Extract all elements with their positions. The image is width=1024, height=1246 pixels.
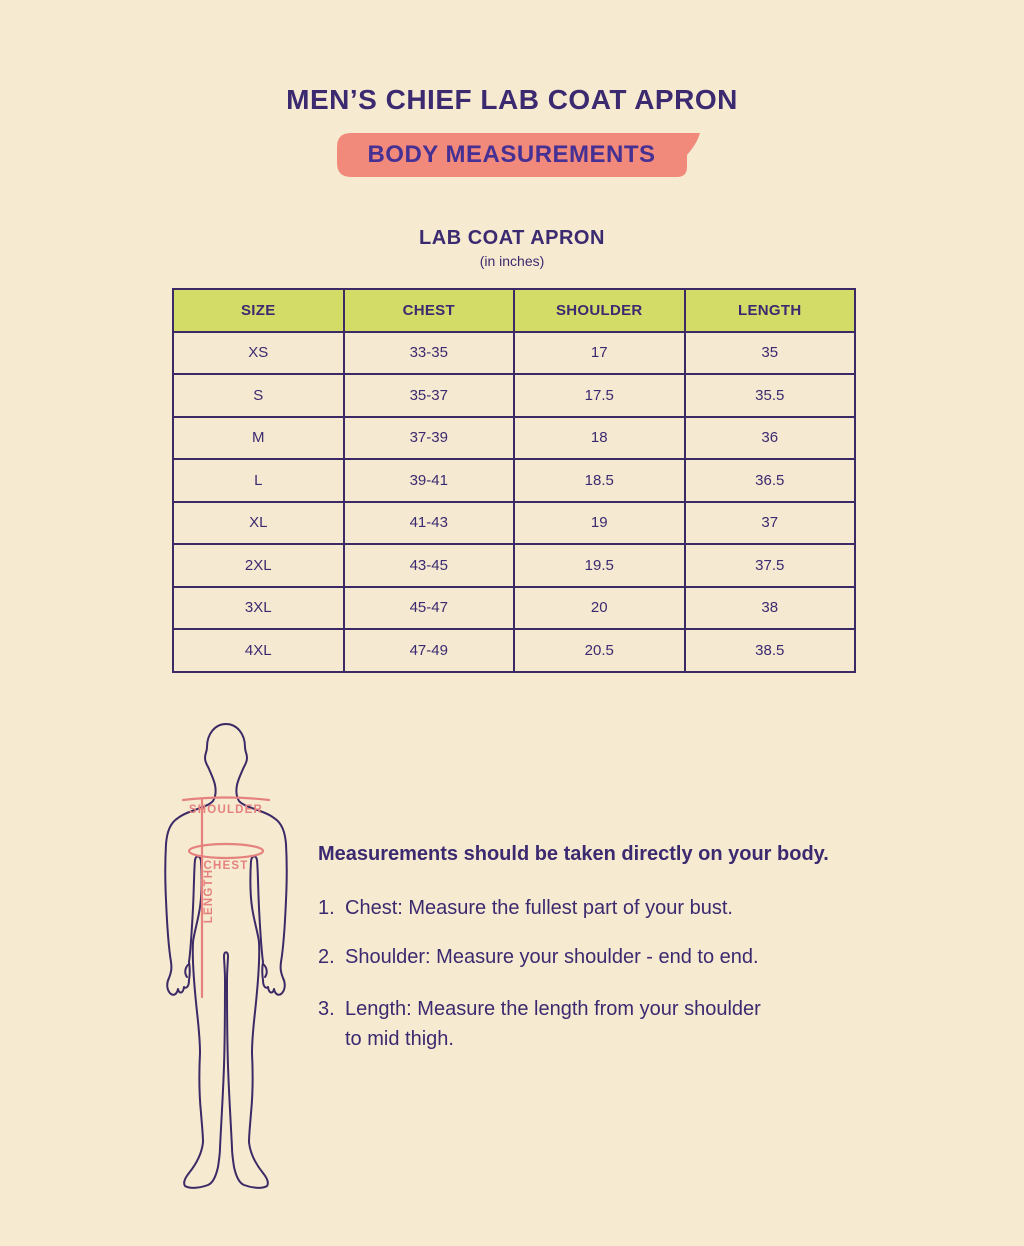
table-cell: 41-43 xyxy=(342,500,515,545)
table-cell: 18.5 xyxy=(513,458,686,503)
table-title: LAB COAT APRON xyxy=(419,227,605,249)
column-header: SIZE xyxy=(172,288,345,333)
table-row: 4XL 47-49 20.5 38.5 xyxy=(172,628,856,673)
table-cell: 39-41 xyxy=(342,458,515,503)
table-cell: 2XL xyxy=(172,543,345,588)
table-cell: 33-35 xyxy=(342,330,515,375)
instruction-text: Length: Measure the length from your sho… xyxy=(345,994,761,1054)
table-cell: XS xyxy=(172,330,345,375)
instruction-text: Shoulder: Measure your shoulder - end to… xyxy=(345,942,759,972)
shoulder-measure-line xyxy=(181,796,271,802)
table-cell: M xyxy=(172,415,345,460)
table-unit-note: (in inches) xyxy=(479,253,545,269)
right-thumb-line xyxy=(262,963,268,978)
body-figure-diagram: SHOULDER CHEST LENGTH xyxy=(164,723,288,1189)
table-cell: 38 xyxy=(683,585,856,630)
table-cell: 45-47 xyxy=(342,585,515,630)
instruction-item: 2. Shoulder: Measure your shoulder - end … xyxy=(318,942,808,972)
table-cell: 20.5 xyxy=(513,628,686,673)
table-row: 2XL 43-45 19.5 37.5 xyxy=(172,543,856,588)
table-cell: 35 xyxy=(683,330,856,375)
table-cell: 37-39 xyxy=(342,415,515,460)
size-table-header: SIZE CHEST SHOULDER LENGTH xyxy=(172,288,856,333)
table-cell: 38.5 xyxy=(683,628,856,673)
table-cell: S xyxy=(172,373,345,418)
chest-label: CHEST xyxy=(204,860,249,872)
size-table: SIZE CHEST SHOULDER LENGTH XS 33-35 17 35 S 35-3… xyxy=(172,288,856,673)
table-cell: 18 xyxy=(513,415,686,460)
size-table-body: XS 33-35 17 35 S 35-37 17.5 35.5 M 37-39 18 36 L 39-4… xyxy=(172,330,856,673)
table-cell: 47-49 xyxy=(342,628,515,673)
body-measurements-banner: BODY MEASUREMENTS xyxy=(336,131,702,181)
table-row: XS 33-35 17 35 xyxy=(172,330,856,375)
length-label: LENGTH xyxy=(203,869,215,923)
table-row: L 39-41 18.5 36.5 xyxy=(172,458,856,503)
table-row: 3XL 45-47 20 38 xyxy=(172,585,856,630)
instruction-item: 3. Length: Measure the length from your s… xyxy=(318,994,808,1054)
table-row: XL 41-43 19 37 xyxy=(172,500,856,545)
table-cell: 37 xyxy=(683,500,856,545)
table-cell: 35.5 xyxy=(683,373,856,418)
instructions-intro: Measurements should be taken directly on… xyxy=(318,843,829,865)
table-cell: 19 xyxy=(513,500,686,545)
instruction-text: Chest: Measure the fullest part of your … xyxy=(345,893,733,923)
table-cell: 36 xyxy=(683,415,856,460)
table-cell: L xyxy=(172,458,345,503)
body-outline xyxy=(164,723,288,1189)
table-cell: 37.5 xyxy=(683,543,856,588)
instruction-marker: 1. xyxy=(318,897,335,919)
banner-ribbon-shape xyxy=(337,133,700,177)
table-cell: 20 xyxy=(513,585,686,630)
table-row: S 35-37 17.5 35.5 xyxy=(172,373,856,418)
instruction-marker: 2. xyxy=(318,946,335,968)
banner-ribbon-path xyxy=(337,133,700,177)
table-cell: 35-37 xyxy=(342,373,515,418)
instruction-marker: 3. xyxy=(318,998,335,1020)
instruction-text-line: Chest: Measure the fullest part of your … xyxy=(345,897,733,919)
header-row: SIZE CHEST SHOULDER LENGTH xyxy=(172,288,856,333)
table-cell: 43-45 xyxy=(342,543,515,588)
left-thumb-line xyxy=(184,963,190,978)
instruction-item: 1. Chest: Measure the fullest part of you… xyxy=(318,893,808,923)
column-header: SHOULDER xyxy=(513,288,686,333)
table-cell: 3XL xyxy=(172,585,345,630)
instruction-text-line: Shoulder: Measure your shoulder - end to… xyxy=(345,946,759,968)
instruction-text-line: Length: Measure the length from your sho… xyxy=(345,998,761,1020)
table-cell: XL xyxy=(172,500,345,545)
column-header: CHEST xyxy=(342,288,515,333)
table-row: M 37-39 18 36 xyxy=(172,415,856,460)
banner-label: BODY MEASUREMENTS xyxy=(367,141,656,168)
table-cell: 36.5 xyxy=(683,458,856,503)
shoulder-label: SHOULDER xyxy=(189,804,263,816)
table-cell: 19.5 xyxy=(513,543,686,588)
chest-measure-ellipse xyxy=(187,842,265,860)
table-cell: 17.5 xyxy=(513,373,686,418)
table-cell: 4XL xyxy=(172,628,345,673)
page-title: MEN’S CHIEF LAB COAT APRON xyxy=(286,84,738,115)
column-header: LENGTH xyxy=(683,288,856,333)
instruction-text-line: to mid thigh. xyxy=(345,1028,454,1050)
table-cell: 17 xyxy=(513,330,686,375)
